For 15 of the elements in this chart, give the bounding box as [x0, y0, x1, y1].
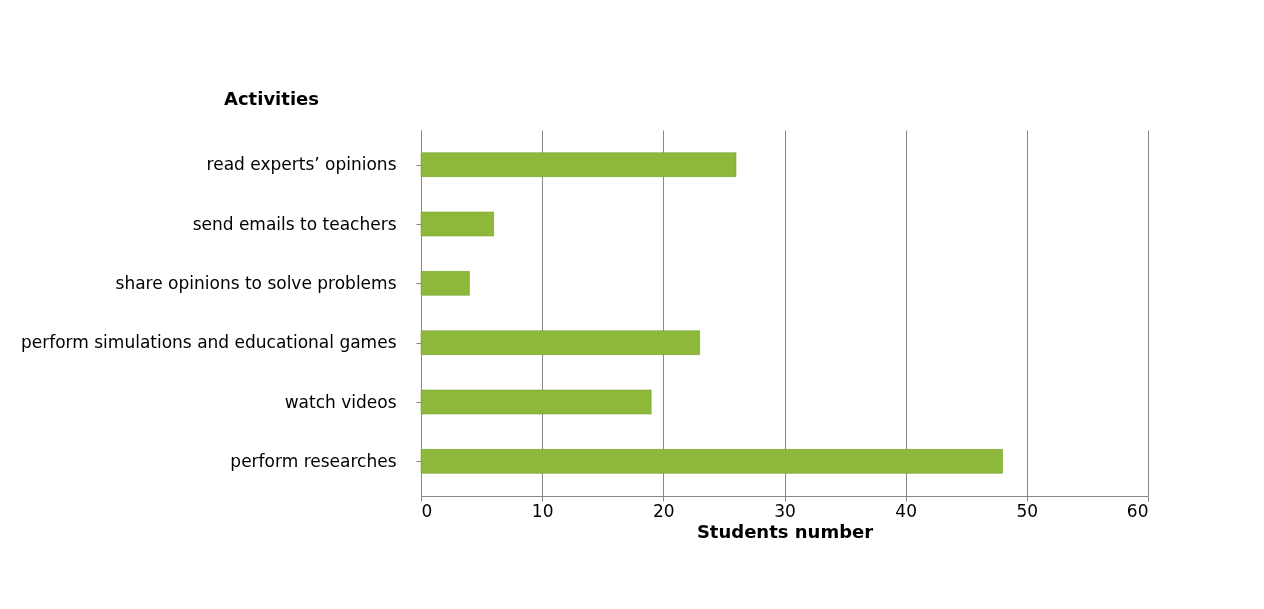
x-tick-label: 50	[1016, 500, 1039, 521]
x-tick-label: 60	[1126, 500, 1149, 521]
y-tick-label: send emails to teachers	[192, 213, 397, 234]
y-tick-label: watch videos	[284, 391, 397, 412]
y-axis-title: Activities	[224, 87, 319, 109]
x-tick-label: 20	[653, 500, 675, 521]
x-tick-label: 10	[531, 500, 554, 521]
y-tick-label: perform simulations and educational games	[20, 332, 397, 353]
x-tick-label: 40	[895, 500, 917, 521]
y-tick-label: share opinions to solve problems	[115, 272, 397, 293]
x-tick-label: 30	[774, 500, 796, 521]
y-tick-label: read experts’ opinions	[206, 154, 397, 175]
x-axis-title: Students number	[696, 520, 874, 542]
x-tick-label: 0	[421, 500, 433, 521]
y-tick-label: perform researches	[230, 450, 397, 471]
